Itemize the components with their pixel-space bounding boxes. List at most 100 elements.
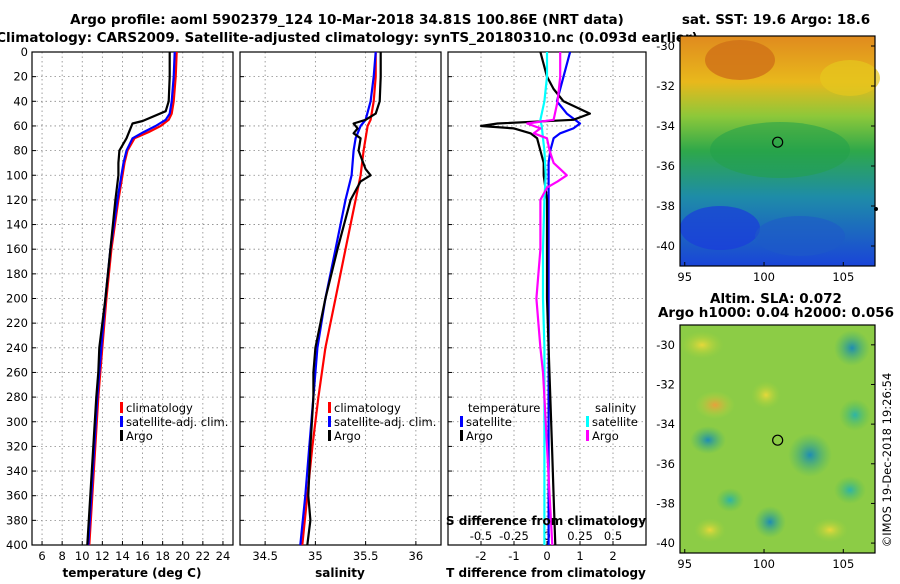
depth-tick-label: 400 xyxy=(6,538,28,552)
lon-tick-label: 100 xyxy=(753,557,775,571)
series-line-salinity-argo xyxy=(526,52,568,546)
x-tick-label: 8 xyxy=(58,549,65,563)
lat-tick-label: -32 xyxy=(656,79,675,93)
lat-tick-label: -40 xyxy=(656,536,675,550)
lat-tick-label: -30 xyxy=(656,39,675,53)
salinity-axis-label: salinity xyxy=(315,566,365,580)
lon-tick-label: 95 xyxy=(677,270,692,284)
sla-high-blob xyxy=(812,518,848,542)
lat-tick-label: -34 xyxy=(656,119,675,133)
sst-cold-patch xyxy=(680,206,760,250)
legend-satellite-label: satellite-adj. clim. xyxy=(126,415,228,429)
depth-tick-label: 240 xyxy=(6,341,28,355)
x2-tick-label: -0.5 xyxy=(470,529,492,543)
lat-tick-label: -32 xyxy=(656,377,675,391)
series-line-argo xyxy=(306,52,382,546)
lat-tick-label: -38 xyxy=(656,496,675,510)
salinity-legend: climatology satellite-adj. clim. Argo xyxy=(328,401,436,443)
legend-argo-swatch xyxy=(120,430,123,441)
difference-panel: -2 -1 0 1 2 -0.5 -0.25 0 0.25 0.5 xyxy=(447,51,647,563)
difference-legend: temperature satellite Argo salinity sate… xyxy=(460,401,638,443)
series-line-temperature-argo xyxy=(479,51,592,546)
legend-climatology-label: climatology xyxy=(334,401,401,415)
legend-argo-label: Argo xyxy=(126,429,153,443)
lon-tick-label: 95 xyxy=(677,557,692,571)
figure-title-line1: Argo profile: aoml 5902379_124 10-Mar-20… xyxy=(70,12,624,28)
sla-high-blob xyxy=(695,391,735,419)
sla-map-frame xyxy=(679,324,876,554)
depth-tick-label: 160 xyxy=(6,242,28,256)
temperature-axis-label: temperature (deg C) xyxy=(63,566,202,580)
depth-axis-ticks: 0 20 40 60 80 100 120 140 160 180 200 220 240 260 280 3… xyxy=(6,45,28,552)
sst-warm-patch xyxy=(705,40,775,80)
x-tick-label: -2 xyxy=(475,549,486,563)
lon-tick-label: 100 xyxy=(753,270,775,284)
sla-low-blob xyxy=(788,433,832,477)
imos-credit: ©IMOS 19-Dec-2018 19:26:54 xyxy=(880,373,894,548)
x-tick-label: 36 xyxy=(409,549,424,563)
legend-argo-label: Argo xyxy=(334,429,361,443)
legend-t-argo-label: Argo xyxy=(466,429,493,443)
series-line-argo xyxy=(86,52,171,546)
sla-map-title-line2: Argo h1000: 0.04 h2000: 0.056 xyxy=(658,305,894,321)
sla-high-blob xyxy=(751,381,781,409)
sla-low-blob xyxy=(716,488,744,512)
depth-tick-label: 360 xyxy=(6,489,28,503)
legend-t-satellite-swatch xyxy=(460,416,463,427)
x-tick-label: 35.5 xyxy=(353,549,379,563)
depth-tick-label: 120 xyxy=(6,193,28,207)
legend-temperature-heading: temperature xyxy=(468,401,540,415)
legend-satellite-swatch xyxy=(120,416,123,427)
x-tick-label: 12 xyxy=(95,549,110,563)
lat-tick-label: -36 xyxy=(656,159,675,173)
depth-tick-label: 180 xyxy=(6,267,28,281)
legend-s-argo-label: Argo xyxy=(592,429,619,443)
legend-satellite-label: satellite-adj. clim. xyxy=(334,415,436,429)
sla-low-blob xyxy=(839,399,871,431)
depth-tick-label: 340 xyxy=(6,464,28,478)
legend-t-argo-swatch xyxy=(460,430,463,441)
sla-low-blob xyxy=(690,426,726,454)
legend-salinity-heading: salinity xyxy=(595,401,636,415)
x2-tick-label: 0.5 xyxy=(604,529,622,543)
depth-tick-label: 320 xyxy=(6,439,28,453)
x-tick-label: 35 xyxy=(308,549,323,563)
sst-map-title: sat. SST: 19.6 Argo: 18.6 xyxy=(682,12,870,28)
sst-edge-dot xyxy=(874,207,878,211)
sst-cold-patch xyxy=(755,216,845,256)
lon-tick-label: 105 xyxy=(832,270,854,284)
x-tick-label: 24 xyxy=(216,549,231,563)
x-tick-label: 2 xyxy=(609,549,616,563)
sla-high-blob xyxy=(680,331,724,359)
legend-s-satellite-swatch xyxy=(586,416,589,427)
sst-mid-patch xyxy=(820,60,880,96)
legend-argo-swatch xyxy=(328,430,331,441)
temperature-panel: 6 8 10 12 14 16 18 20 22 24 xyxy=(31,51,234,563)
x-tick-label: 0 xyxy=(543,549,550,563)
legend-s-satellite-label: satellite xyxy=(592,415,638,429)
sla-low-blob xyxy=(834,330,870,366)
depth-tick-label: 260 xyxy=(6,365,28,379)
x-tick-label: -1 xyxy=(508,549,519,563)
x-tick-label: 22 xyxy=(196,549,211,563)
depth-tick-label: 20 xyxy=(13,70,28,84)
depth-tick-label: 220 xyxy=(6,316,28,330)
salinity-panel: 34.5 35 35.5 36 xyxy=(239,51,442,563)
temperature-legend: climatology satellite-adj. clim. Argo xyxy=(120,401,228,443)
x-tick-label: 6 xyxy=(38,549,45,563)
sla-map-title-line1: Altim. SLA: 0.072 xyxy=(710,291,842,307)
x-tick-label: 18 xyxy=(155,549,170,563)
legend-t-satellite-label: satellite xyxy=(466,415,512,429)
sst-argo-position-marker xyxy=(772,136,784,148)
x-tick-label: 16 xyxy=(135,549,150,563)
legend-satellite-swatch xyxy=(328,416,331,427)
x-tick-label: 10 xyxy=(75,549,90,563)
depth-tick-label: 0 xyxy=(21,45,28,59)
lon-tick-label: 105 xyxy=(832,557,854,571)
x-tick-label: 20 xyxy=(175,549,190,563)
sla-low-blob xyxy=(754,506,786,538)
lat-tick-label: -34 xyxy=(656,417,675,431)
sla-high-blob xyxy=(694,518,726,542)
